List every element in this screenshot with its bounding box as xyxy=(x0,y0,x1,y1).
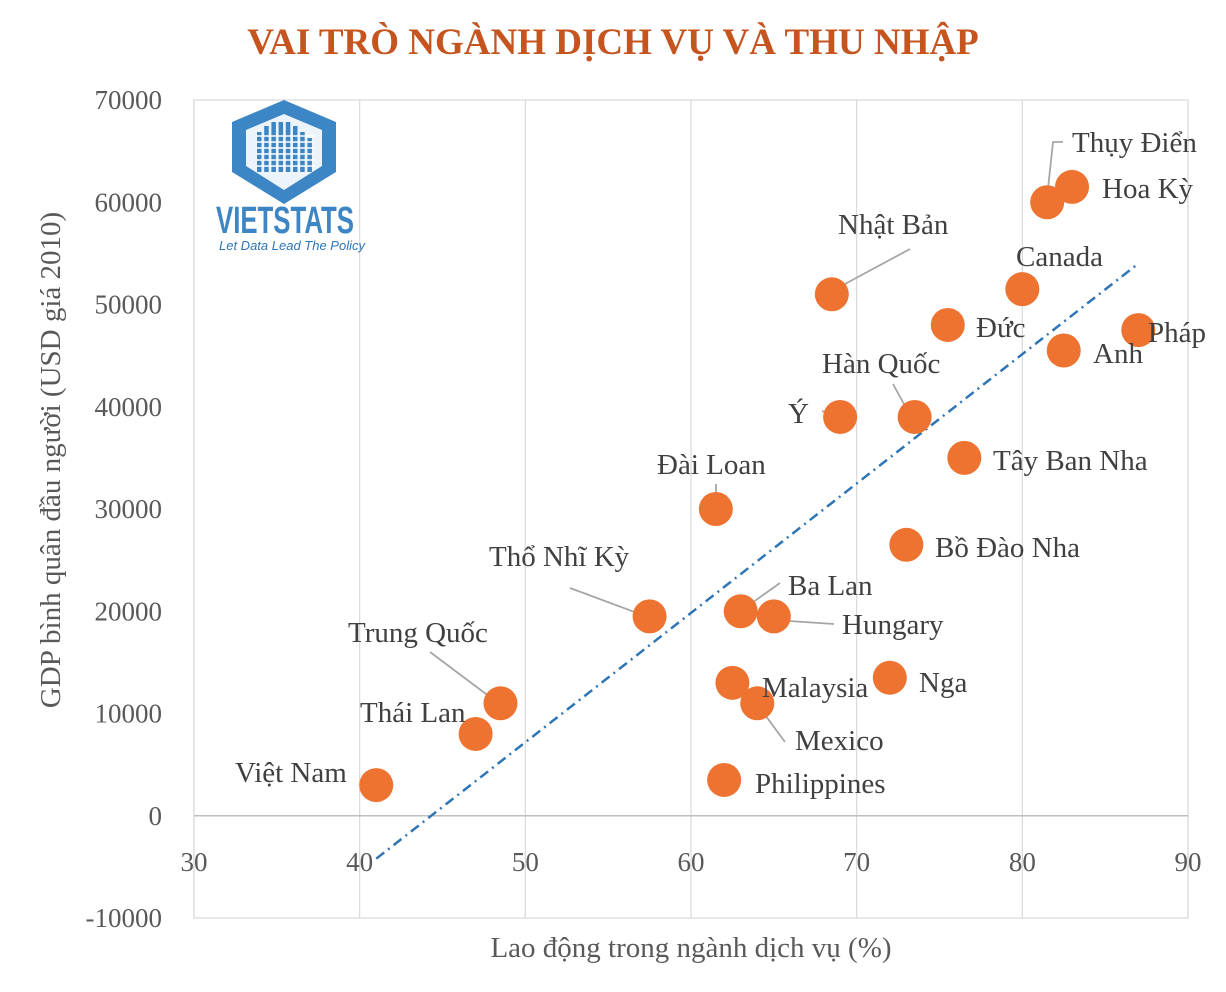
data-label-point-15: Đức xyxy=(976,312,1026,344)
chart-title: VAI TRÒ NGÀNH DỊCH VỤ VÀ THU NHẬP xyxy=(247,21,979,63)
x-tick-label: 80 xyxy=(1009,847,1036,877)
y-tick-label: 20000 xyxy=(95,596,163,626)
data-label-point-17: Canada xyxy=(1016,241,1103,273)
data-label-point-3: Thổ Nhĩ Kỳ xyxy=(489,541,630,573)
x-tick-label: 90 xyxy=(1175,847,1202,877)
trendline xyxy=(375,262,1140,860)
data-point-point-14 xyxy=(897,399,932,434)
plot-area-border xyxy=(193,99,1189,919)
data-label-point-20: Hoa Kỳ xyxy=(1102,173,1194,205)
data-point-point-18 xyxy=(1030,185,1065,220)
y-tick-label: 40000 xyxy=(95,392,163,422)
data-label-point-0: Việt Nam xyxy=(235,757,347,789)
logo-name: VIETSTATS xyxy=(216,200,354,242)
data-point-point-5 xyxy=(707,762,742,797)
logo-bar xyxy=(278,122,284,172)
vietstats-logo: VIETSTATS Let Data Lead The Policy xyxy=(216,100,366,253)
x-tick-label: 50 xyxy=(512,847,539,877)
data-point-point-15 xyxy=(930,307,965,342)
data-label-point-8: Mexico xyxy=(795,725,884,757)
logo-bar xyxy=(285,122,291,172)
data-point-point-9 xyxy=(756,599,791,634)
leader-line-point-18 xyxy=(1046,141,1063,199)
data-label-point-16: Tây Ban Nha xyxy=(993,445,1148,477)
data-point-point-7 xyxy=(723,594,758,629)
data-point-point-21 xyxy=(1121,313,1156,348)
logo-bar xyxy=(307,138,312,172)
data-point-point-0 xyxy=(359,768,394,803)
data-point-point-1 xyxy=(458,716,493,751)
data-label-point-14: Hàn Quốc xyxy=(822,348,940,380)
data-label-point-2: Trung Quốc xyxy=(348,617,488,649)
data-label-point-1: Thái Lan xyxy=(360,697,466,729)
y-tick-label: 60000 xyxy=(95,187,163,217)
data-point-point-3 xyxy=(632,599,667,634)
data-point-point-12 xyxy=(872,660,907,695)
data-labels: Việt Nam Thái Lan Trung Quốc Thổ Nhĩ Kỳ Đài … xyxy=(235,127,1206,800)
logo-bar xyxy=(271,122,276,172)
data-point-point-8 xyxy=(740,686,775,721)
data-label-point-11: Ý xyxy=(788,397,809,430)
data-point-point-11 xyxy=(823,399,858,434)
y-tick-label: -10000 xyxy=(86,903,163,933)
y-tick-label: 0 xyxy=(149,801,163,831)
logo-tagline: Let Data Lead The Policy xyxy=(219,238,366,253)
x-tick-label: 60 xyxy=(678,847,705,877)
y-tick-label: 30000 xyxy=(95,494,163,524)
data-points xyxy=(359,169,1156,803)
data-label-point-5: Philippines xyxy=(755,768,886,800)
x-axis-label: Lao động trong ngành dịch vụ (%) xyxy=(490,932,891,964)
logo-building-icon xyxy=(256,122,315,172)
data-point-point-16 xyxy=(947,440,982,475)
data-point-point-17 xyxy=(1005,272,1040,307)
data-point-point-20 xyxy=(1055,169,1090,204)
data-point-point-2 xyxy=(483,686,518,721)
data-label-point-7: Ba Lan xyxy=(788,570,873,602)
logo-bar xyxy=(293,126,298,172)
data-label-point-21: Pháp xyxy=(1148,317,1206,349)
y-tick-label: 50000 xyxy=(95,290,163,320)
x-tick-label: 70 xyxy=(843,847,870,877)
logo-bar xyxy=(300,132,305,172)
data-label-point-12: Nga xyxy=(919,667,967,699)
y-tick-label: 10000 xyxy=(95,699,163,729)
data-label-point-10: Nhật Bản xyxy=(838,209,949,241)
data-point-point-6 xyxy=(715,665,750,700)
data-point-point-10 xyxy=(814,277,849,312)
x-tick-labels: 30 40 50 60 70 80 90 xyxy=(181,847,1202,877)
data-point-point-13 xyxy=(889,527,924,562)
logo-bar xyxy=(257,132,262,172)
data-point-point-19 xyxy=(1046,333,1081,368)
x-tick-label: 40 xyxy=(346,847,373,877)
data-label-point-13: Bồ Đào Nha xyxy=(935,532,1080,564)
y-tick-labels: -10000 0 10000 20000 30000 40000 50000 60000 700… xyxy=(86,85,163,933)
data-label-point-18: Thụy Điển xyxy=(1072,127,1197,159)
data-label-point-9: Hungary xyxy=(842,609,944,641)
x-tick-label: 30 xyxy=(181,847,208,877)
data-label-point-19: Anh xyxy=(1093,338,1143,370)
data-point-point-4 xyxy=(698,492,733,526)
logo-bar xyxy=(264,126,269,172)
data-label-point-4: Đài Loan xyxy=(657,449,766,481)
y-tick-label: 70000 xyxy=(95,85,163,115)
y-axis-label: GDP bình quân đầu người (USD giá 2010) xyxy=(35,212,67,708)
data-label-point-6: Malaysia xyxy=(762,672,868,704)
